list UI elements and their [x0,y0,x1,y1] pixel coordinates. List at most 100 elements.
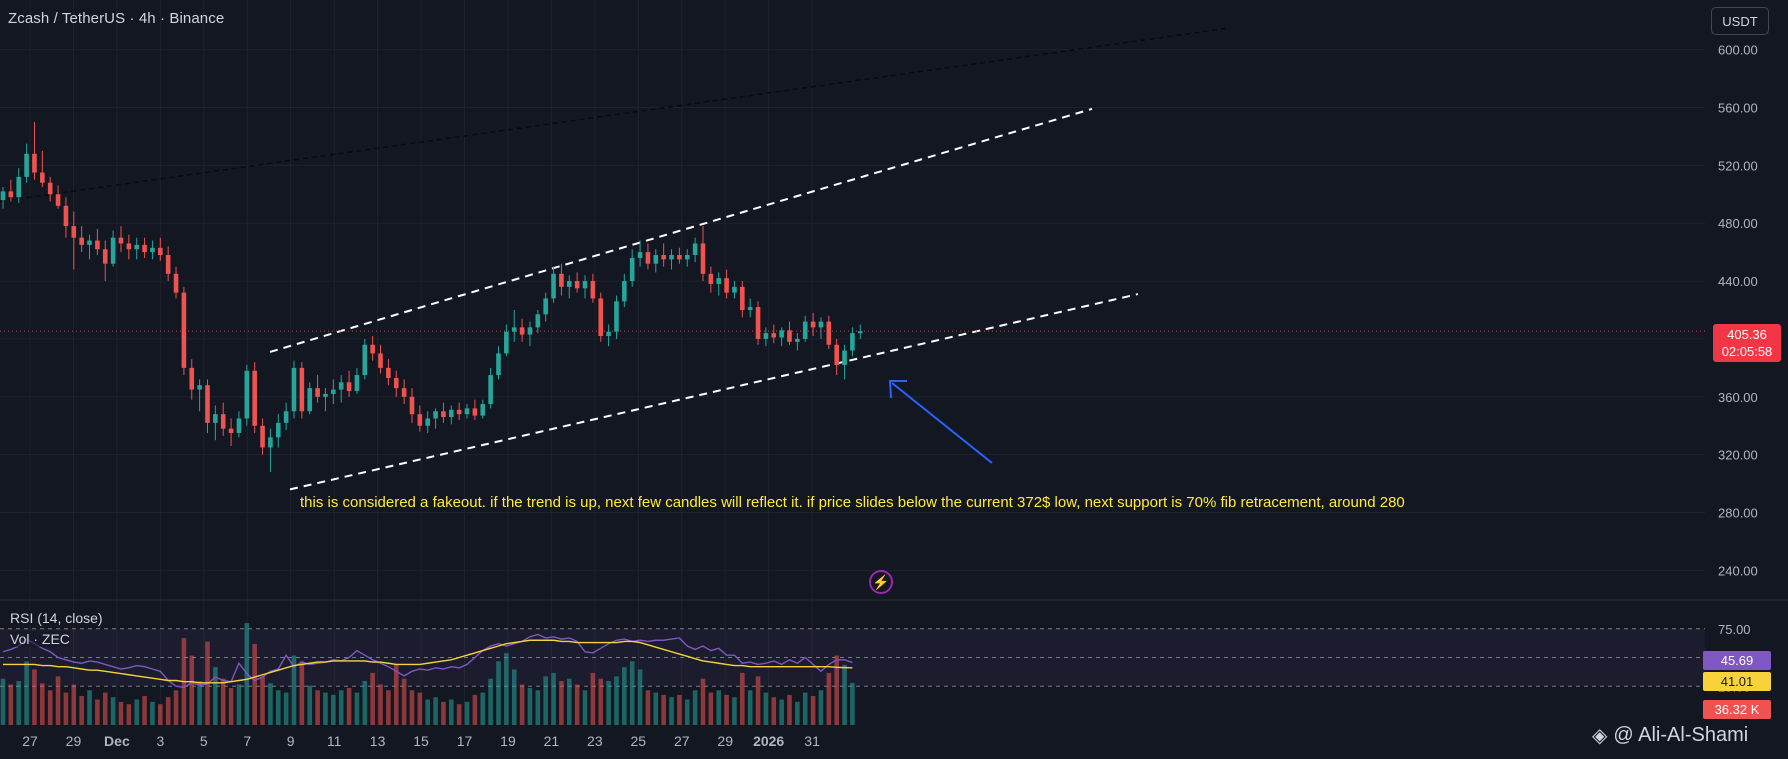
volume-value-badge: 36.32 K [1703,700,1771,719]
volume-bar [433,697,438,725]
volume-bar [63,692,69,725]
annotation-arrow [891,382,993,464]
candle-body [661,255,666,260]
volume-bar [456,704,462,725]
volume-bar [95,699,100,725]
annotation-arrowhead [888,380,907,399]
candle-body [370,344,375,354]
candle-body [425,418,431,426]
candle-body [606,331,611,337]
candle-body [645,252,651,264]
volume-bar [645,690,651,725]
price-tick-label: 600.00 [1718,43,1758,58]
volume-bar [150,701,155,725]
volume-bar [252,643,257,725]
rsi-ma-value-badge: 41.01 [1703,672,1771,691]
volume-bar [32,669,37,725]
volume-bar [338,690,344,725]
candle-body [574,281,580,289]
author-watermark: ◈ @ Ali-Al-Shami [1592,723,1748,748]
volume-bar [291,655,297,725]
volume-bar [779,699,784,725]
volume-bar [708,692,714,725]
symbol-title[interactable]: Zcash / TetherUS · 4h · Binance [8,10,225,27]
candle-body [95,240,100,250]
volume-bar [370,672,375,725]
rsi-value-badge: 45.69 [1703,651,1771,670]
volume-bar [511,669,517,725]
volume-bar [386,690,391,725]
candle-body [268,437,273,448]
candle-body [346,382,352,392]
candle-body [795,338,800,342]
candle-body [747,307,753,310]
volume-bar [110,697,116,725]
candle-body [213,414,218,423]
volume-bar [142,696,147,725]
volume-legend-label[interactable]: Vol · ZEC [10,631,70,647]
volume-bar [126,704,132,725]
candle-body [692,243,698,256]
time-tick-label: 29 [717,733,733,749]
volume-bar [771,697,777,725]
volume-bar [16,681,22,725]
volume-bar [535,690,541,725]
volume-bar [173,690,179,725]
candle-body [700,243,706,274]
volume-bar [519,684,525,725]
time-tick-label: 15 [413,733,429,749]
volume-bar [417,692,423,725]
candle-body [197,385,202,390]
candle-body [393,378,399,389]
volume-bar [449,699,454,725]
time-tick-label: 23 [587,733,603,749]
volume-bar [826,672,832,725]
candle-body [362,344,368,376]
time-tick-label: 7 [243,733,251,749]
candle-body [456,409,462,415]
time-tick-label: 21 [544,733,560,749]
candle-body [236,418,242,433]
time-tick-label: 9 [287,733,295,749]
candle-body [189,367,195,390]
volume-bar [669,697,674,725]
candle-body [323,393,328,397]
volume-bar [653,692,659,725]
candle-body [566,281,572,287]
volume-bar [134,699,140,725]
candle-body [535,314,541,328]
candle-body [8,191,14,198]
price-tick-label: 360.00 [1718,390,1758,405]
lightning-icon[interactable]: ⚡ [869,570,893,594]
time-tick-label: 3 [156,733,164,749]
volume-bar [724,694,729,725]
candle-body [850,333,855,351]
candle-body [802,321,808,339]
watermark-text: @ Ali-Al-Shami [1613,724,1749,746]
currency-button[interactable]: USDT [1711,7,1769,35]
candle-body [102,249,108,264]
time-tick-label: 5 [200,733,208,749]
volume-bar [158,704,163,725]
volume-bar [268,683,273,725]
volume-bar [189,655,195,725]
volume-bar [527,687,533,725]
long-trendline [0,27,1231,203]
volume-bar [582,690,588,725]
candle-body [559,273,564,287]
volume-bar [220,678,226,725]
candle-body [315,388,320,397]
rsi-legend-label[interactable]: RSI (14, close) [10,610,103,626]
volume-bar [47,690,53,725]
volume-bar [472,694,478,725]
price-tick-label: 480.00 [1718,216,1758,231]
time-tick-label: 27 [674,733,690,749]
annotation-note[interactable]: this is considered a fakeout. if the tre… [300,494,1405,511]
volume-bar [606,681,611,725]
volume-bar [102,692,108,725]
rsi-tick-label: 75.00 [1718,622,1751,637]
time-tick-label: 17 [457,733,473,749]
current-price-badge: 405.36 02:05:58 [1713,324,1781,362]
